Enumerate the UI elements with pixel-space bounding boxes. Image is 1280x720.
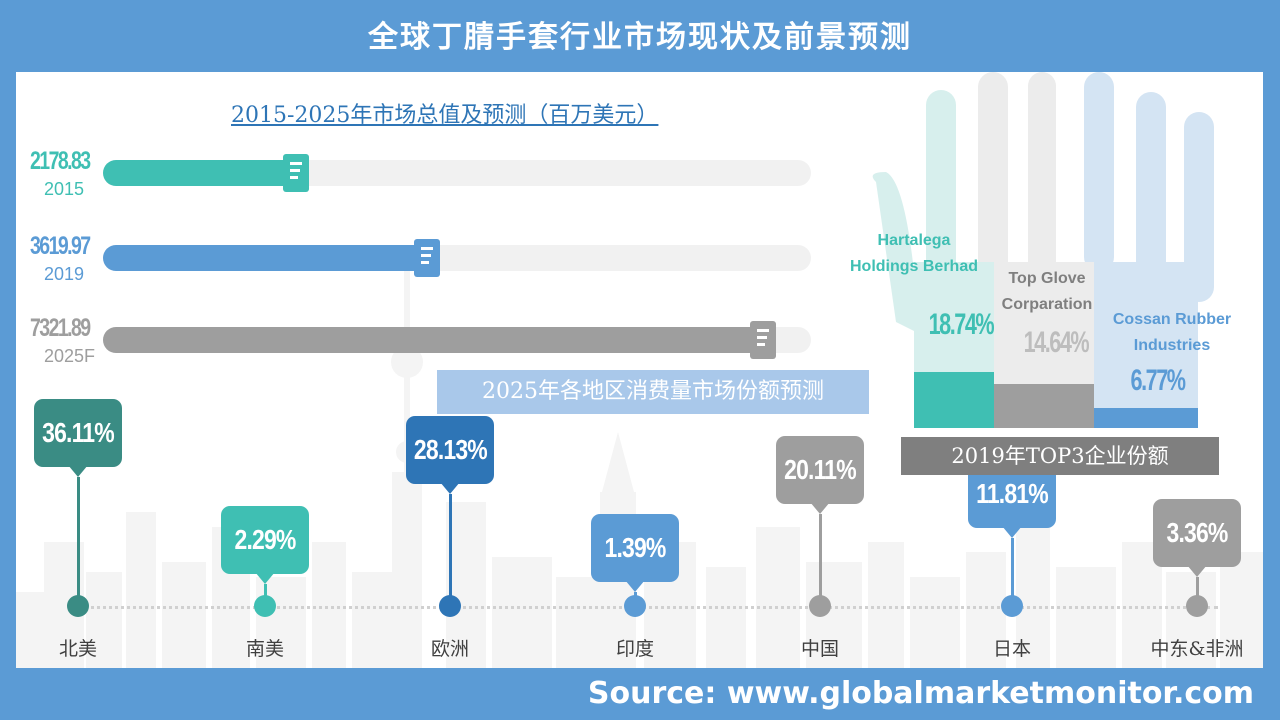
tag-line: [757, 329, 769, 332]
tag-line: [757, 336, 767, 339]
region-stem-line: [819, 514, 822, 606]
region-stem-line: [1011, 538, 1014, 606]
region-dot: [439, 595, 461, 617]
tag-line: [290, 176, 298, 179]
tag-line: [290, 169, 300, 172]
region-share-value: 11.81%: [976, 478, 1049, 509]
region-share-value: 20.11%: [784, 454, 857, 485]
tag-line: [421, 254, 431, 257]
region-stem-line: [449, 494, 452, 606]
company-share-bar: [1094, 408, 1198, 428]
bar-value-label: 7321.89: [30, 314, 91, 342]
bar-value-label: 2178.83: [30, 147, 91, 175]
region-share-bubble: 20.11%: [776, 436, 864, 514]
bar-end-tag-icon: [283, 154, 309, 192]
bar-value-label: 3619.97: [30, 232, 91, 260]
company-share-bar: [914, 372, 994, 428]
bar-end-tag-icon: [750, 321, 776, 359]
company-share-value: 18.74%: [928, 308, 995, 341]
region-share-bubble: 36.11%: [34, 399, 122, 477]
region-share-bubble: 2.29%: [221, 506, 309, 584]
region-share-bubble: 28.13%: [406, 416, 494, 494]
tag-line: [290, 162, 302, 165]
top3-chart-title: 2019年TOP3企业份额: [901, 437, 1219, 475]
market-value-chart-title: 2015-2025年市场总值及预测（百万美元）: [231, 103, 659, 128]
region-label: 北美: [58, 638, 97, 660]
bubble-pointer: [625, 580, 645, 592]
region-label: 中东&非洲: [1150, 638, 1244, 660]
tag-line: [421, 261, 429, 264]
bubble-pointer: [1187, 565, 1207, 577]
region-label: 南美: [245, 638, 284, 660]
region-share-chart-title: 2025年各地区消费量市场份额预测: [437, 370, 869, 414]
bar-track: [103, 239, 811, 277]
company-share-value: 6.77%: [1130, 364, 1186, 397]
market-value-row: 2178.83 2015: [30, 147, 830, 207]
region-dot: [1001, 595, 1023, 617]
company-name: Hartalega Holdings Berhad: [829, 228, 999, 280]
bar-track: [103, 154, 811, 192]
region-stem-line: [1196, 577, 1199, 606]
bar-fill: [103, 327, 768, 353]
region-share-value: 2.29%: [234, 524, 296, 555]
region-axis-dotted-line: [78, 606, 1218, 609]
tag-line: [757, 343, 765, 346]
company-name-line: Industries: [1133, 337, 1211, 354]
bar-fill: [103, 160, 301, 186]
region-share-value: 28.13%: [413, 434, 488, 465]
bar-year-label: 2025F: [44, 346, 96, 366]
region-dot: [67, 595, 89, 617]
company-name-line: Cossan Rubber: [1112, 311, 1232, 328]
region-label: 日本: [992, 638, 1031, 660]
region-label: 欧洲: [430, 638, 469, 660]
bar-year-label: 2019: [44, 264, 85, 284]
region-share-bubble: 3.36%: [1153, 499, 1241, 577]
company-share-bar: [994, 384, 1094, 428]
region-label: 中国: [800, 638, 839, 660]
region-share-value: 36.11%: [42, 417, 115, 448]
bubble-pointer: [255, 572, 275, 584]
bubble-pointer: [1002, 526, 1022, 538]
bar-fill: [103, 245, 432, 271]
region-dot: [254, 595, 276, 617]
region-dot: [624, 595, 646, 617]
tag-line: [421, 247, 433, 250]
bar-end-tag-icon: [414, 239, 440, 277]
bar-year-label: 2015: [44, 179, 85, 199]
region-share-value: 1.39%: [604, 532, 666, 563]
region-stem-line: [77, 477, 80, 606]
content-panel: 2015-2025年市场总值及预测（百万美元） 2178.83 2015 3619.…: [16, 72, 1263, 668]
market-value-row: 3619.97 2019: [30, 232, 830, 292]
company-name-line: Holdings Berhad: [849, 258, 978, 275]
region-dot: [809, 595, 831, 617]
source-credit: Source: www.globalmarketmonitor.com: [587, 676, 1254, 711]
region-dot: [1186, 595, 1208, 617]
bubble-pointer: [68, 465, 88, 477]
company-share-value: 14.64%: [1023, 326, 1090, 359]
page-title: 全球丁腈手套行业市场现状及前景预测: [368, 20, 912, 55]
company-name-line: Corparation: [1001, 296, 1093, 313]
company-name-line: Hartalega: [877, 232, 951, 249]
region-share-value: 3.36%: [1166, 517, 1228, 548]
bubble-pointer: [440, 482, 460, 494]
region-share-bubble: 1.39%: [591, 514, 679, 592]
company-name: Top Glove Corparation: [986, 266, 1108, 318]
bubble-pointer: [810, 502, 830, 514]
company-name: Cossan Rubber Industries: [1102, 307, 1242, 359]
company-name-line: Top Glove: [1008, 270, 1086, 287]
bar-track: [103, 321, 811, 359]
region-label: 印度: [615, 638, 654, 660]
market-value-row: 7321.89 2025F: [30, 314, 830, 374]
glove-share-chart: [872, 72, 1214, 428]
glove-column-bg: [1094, 262, 1198, 428]
